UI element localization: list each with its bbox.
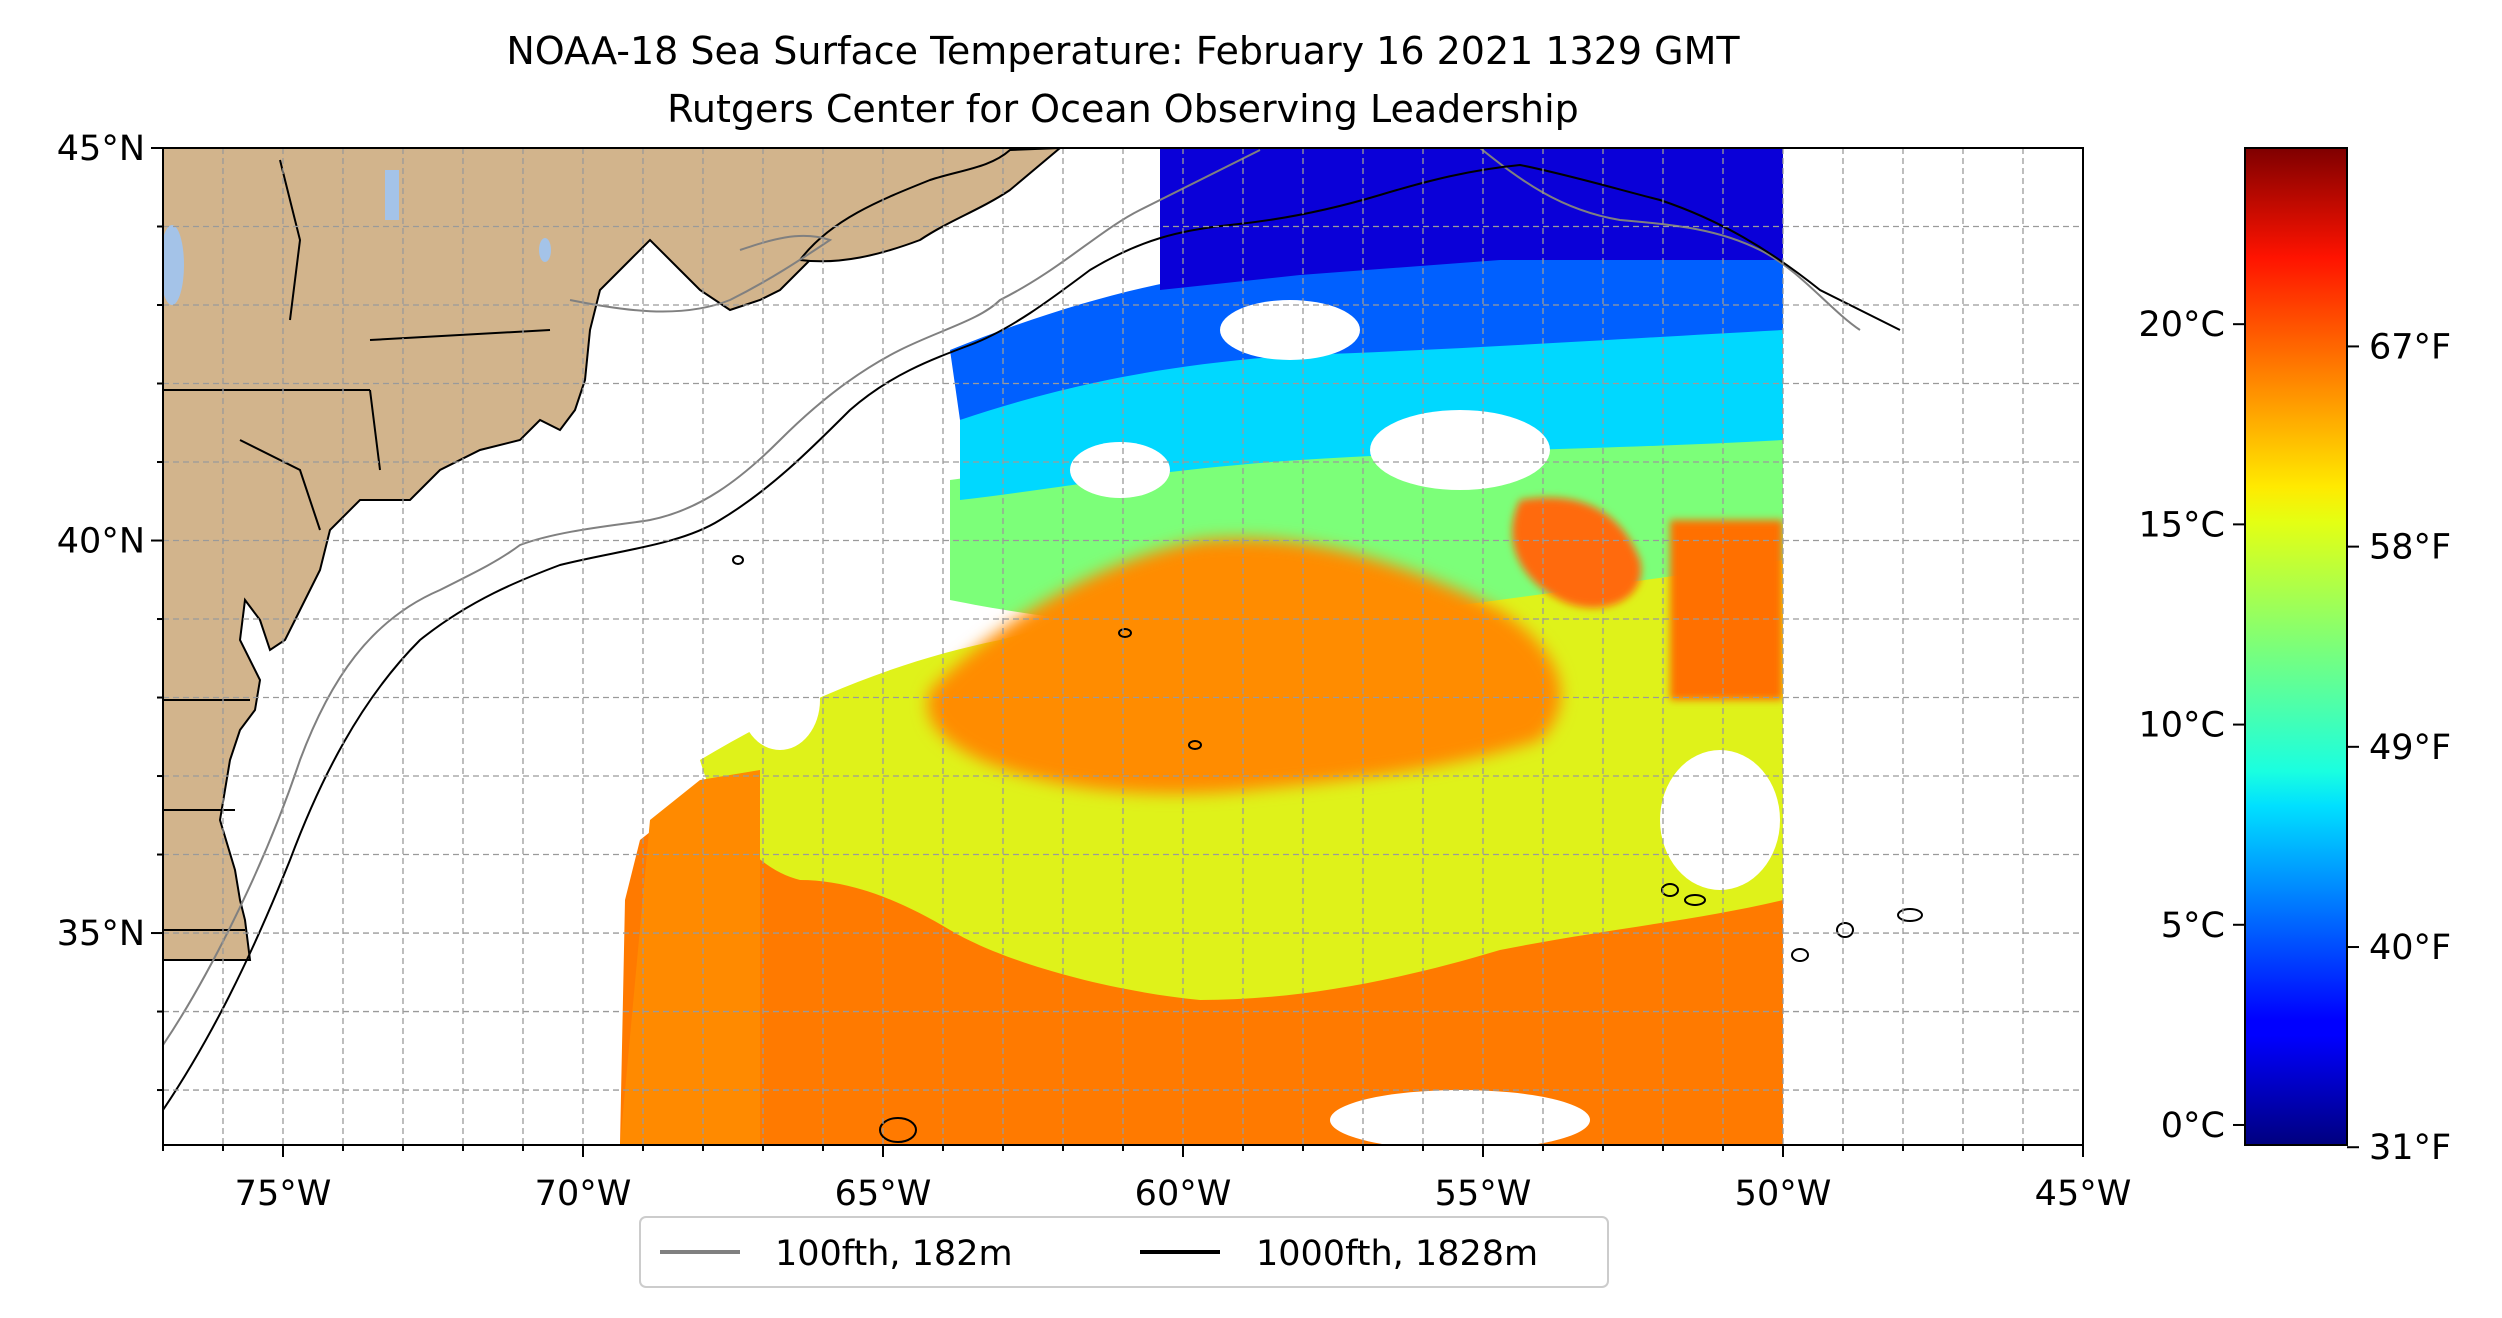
cloud-patch bbox=[1220, 300, 1360, 360]
map-axis-ticks: 75°W 70°W 65°W 60°W 55°W 50°W 45°W 45°N 40°N 35°N bbox=[57, 129, 2132, 1214]
title-line-1: NOAA-18 Sea Surface Temperature: Februar… bbox=[506, 29, 1740, 73]
colorbar-gradient bbox=[2244, 147, 2348, 1146]
data-gap-east bbox=[1783, 148, 2083, 1145]
lon-tick-label: 45°W bbox=[2035, 1174, 2132, 1214]
sst-cold-north bbox=[1160, 148, 1783, 290]
lat-tick-label: 35°N bbox=[57, 914, 145, 954]
lon-tick-label: 65°W bbox=[835, 1174, 932, 1214]
colorbar-celsius-label: 15°C bbox=[2139, 505, 2225, 545]
contour-1000fth bbox=[163, 163, 1901, 1111]
cloud-patch bbox=[740, 650, 820, 750]
colorbar-fahrenheit-label: 67°F bbox=[2369, 327, 2451, 367]
legend-100fth-label: 100fth, 182m bbox=[775, 1234, 1013, 1274]
cloud-patch bbox=[1370, 410, 1550, 490]
lon-tick-label: 60°W bbox=[1135, 1174, 1232, 1214]
lon-tick-label: 75°W bbox=[235, 1174, 332, 1214]
sst-west-fringe bbox=[620, 770, 760, 1145]
legend-box bbox=[639, 1216, 1609, 1288]
title-line-2: Rutgers Center for Ocean Observing Leade… bbox=[667, 87, 1579, 131]
colorbar-fahrenheit-label: 40°F bbox=[2369, 928, 2451, 968]
colorbar-celsius-ticks: 0°C 5°C 10°C 15°C 20°C bbox=[2139, 305, 2245, 1146]
legend: 100fth, 182m 1000fth, 1828m bbox=[639, 1216, 1609, 1288]
legend-1000fth-label: 1000fth, 1828m bbox=[1256, 1234, 1538, 1274]
lat-tick-label: 45°N bbox=[57, 129, 145, 169]
sst-blue-band bbox=[950, 240, 1783, 420]
colorbar-celsius-label: 20°C bbox=[2139, 305, 2225, 345]
colorbar-fahrenheit-label: 49°F bbox=[2369, 728, 2451, 768]
land-north-america bbox=[163, 148, 1061, 961]
colorbar: 0°C 5°C 10°C 15°C 20°C 31°F 40°F 49°F 58°F 67°F bbox=[2139, 147, 2451, 1168]
sst-warm-east-edge bbox=[1670, 520, 1783, 700]
map-grid bbox=[163, 148, 2083, 1145]
colorbar-celsius-label: 0°C bbox=[2161, 1106, 2225, 1146]
colorbar-fahrenheit-label: 58°F bbox=[2369, 528, 2451, 568]
cloud-patch bbox=[1660, 750, 1780, 890]
lakes bbox=[163, 170, 551, 305]
lat-tick-label: 40°N bbox=[57, 522, 145, 562]
colorbar-celsius-label: 10°C bbox=[2139, 706, 2225, 746]
sst-warm-tongue bbox=[927, 538, 1561, 794]
cloud-patch bbox=[1070, 442, 1170, 498]
colorbar-fahrenheit-ticks: 31°F 40°F 49°F 58°F 67°F bbox=[2347, 327, 2451, 1168]
seamounts bbox=[732, 555, 1923, 1143]
colorbar-celsius-label: 5°C bbox=[2161, 906, 2225, 946]
cloud-patch bbox=[1330, 1090, 1590, 1145]
lon-tick-label: 55°W bbox=[1435, 1174, 1532, 1214]
sst-warm-east bbox=[1512, 497, 1642, 608]
map-panel bbox=[163, 148, 2083, 1145]
contour-100fth bbox=[163, 148, 1861, 1046]
lon-tick-label: 50°W bbox=[1735, 1174, 1832, 1214]
lon-tick-label: 70°W bbox=[535, 1174, 632, 1214]
colorbar-fahrenheit-label: 31°F bbox=[2369, 1128, 2451, 1168]
state-borders bbox=[163, 159, 551, 931]
sst-field bbox=[620, 148, 2083, 1145]
